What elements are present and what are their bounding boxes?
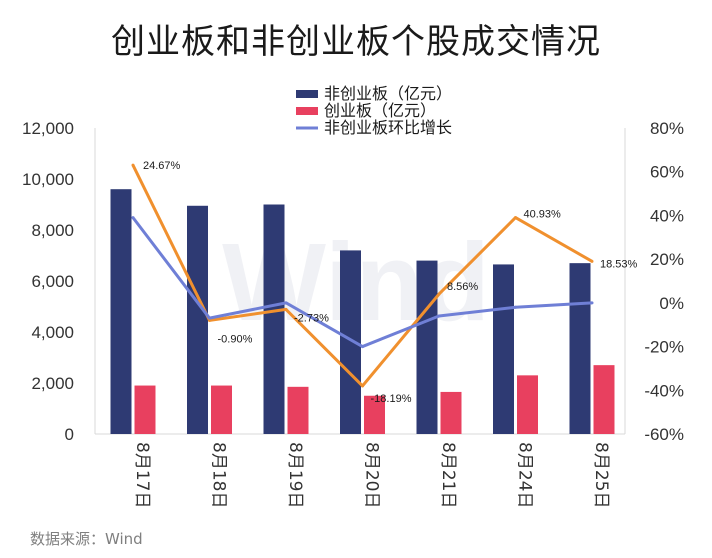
bar-chinext [517, 375, 538, 434]
data-label: 18.53% [600, 258, 638, 270]
y-left-tick-label: 12,000 [22, 119, 74, 138]
data-label: 24.67% [143, 160, 181, 172]
bar-chinext [287, 386, 309, 434]
bar-nonchinext [110, 189, 132, 434]
point-growth-blue [590, 301, 594, 305]
point-growth-blue [208, 316, 211, 320]
bar-nonchinext [263, 204, 285, 434]
chart-title: 创业板和非创业板个股成交情况 [111, 22, 601, 62]
y-right-tick-label: 20% [650, 250, 684, 269]
bar-chinext [440, 391, 462, 434]
bar-nonchinext [416, 260, 438, 434]
x-tick-label: 8月24日 [515, 442, 535, 508]
data-label: 8.56% [447, 281, 478, 293]
x-tick-label: 8月20日 [362, 442, 382, 508]
point-growth-orange [590, 259, 594, 263]
y-right-tick-label: 80% [650, 119, 684, 138]
bar-nonchinext [569, 263, 591, 434]
y-left-tick-label: 2,000 [31, 374, 74, 393]
y-right-tick-label: 40% [650, 206, 684, 225]
y-left-tick-label: 10,000 [22, 170, 74, 189]
bar-chinext [134, 385, 156, 434]
bar-nonchinext [493, 264, 514, 434]
legend-label: 非创业板环比增长 [324, 118, 452, 137]
x-tick-label: 8月17日 [132, 442, 152, 508]
point-growth-orange [437, 292, 441, 296]
y-left-tick-label: 6,000 [31, 272, 74, 291]
point-growth-orange [514, 216, 517, 220]
point-growth-orange [361, 384, 364, 388]
y-right-tick-label: -60% [644, 425, 684, 444]
point-growth-orange [284, 307, 288, 311]
y-left-tick-label: 0 [65, 425, 74, 444]
y-right-tick-label: 60% [650, 163, 684, 182]
bar-chinext [364, 395, 385, 434]
bar-nonchinext [187, 205, 208, 434]
legend-label: 创业板（亿元） [324, 101, 436, 120]
x-tick-label: 8月19日 [285, 442, 305, 508]
y-right-tick-label: 0% [659, 294, 684, 313]
bar-nonchinext [340, 250, 361, 434]
data-label: -2.73% [294, 312, 329, 324]
legend-label: 非创业板（亿元） [324, 84, 452, 103]
y-right-tick-label: -20% [644, 338, 684, 357]
point-growth-orange [208, 318, 211, 322]
x-tick-label: 8月25日 [591, 442, 611, 508]
point-growth-blue [284, 301, 288, 305]
data-label: -18.19% [371, 393, 412, 405]
legend-swatch-chinext [296, 107, 318, 115]
legend-swatch-nonchinext [296, 90, 318, 98]
point-growth-orange [131, 163, 135, 167]
data-label: -0.90% [218, 333, 253, 345]
x-tick-label: 8月21日 [438, 442, 458, 508]
y-left-tick-label: 4,000 [31, 323, 74, 342]
bar-chinext [211, 385, 232, 434]
bar-chinext [593, 365, 615, 434]
data-label: 40.93% [524, 209, 562, 221]
point-growth-blue [514, 305, 517, 309]
point-growth-blue [131, 216, 135, 220]
data-source: 数据来源：Wind [30, 530, 143, 548]
point-growth-blue [361, 345, 364, 349]
x-tick-label: 8月18日 [209, 442, 229, 508]
point-growth-blue [437, 314, 441, 318]
y-left-tick-label: 8,000 [31, 221, 74, 240]
y-right-tick-label: -40% [644, 381, 684, 400]
